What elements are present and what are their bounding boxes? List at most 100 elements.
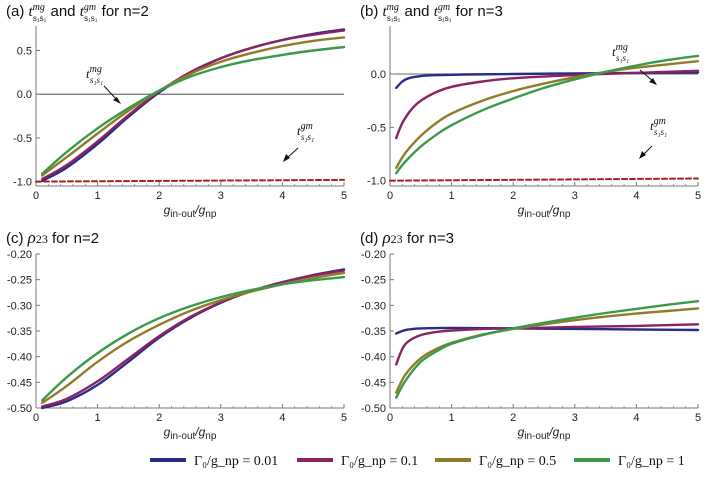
panel-c-series-g1 [41, 275, 346, 402]
panel-a-title-prefix: (a) [6, 3, 29, 20]
panel-a-plot: 0 1 2 3 4 5 -1.0 -0.5 0.0 0.5 gin-out/gnp [13, 26, 347, 220]
panel-d-series-g1 [395, 300, 700, 399]
panel-d-xtick-label: 3 [572, 412, 578, 424]
panel-a-title-suffix: for n=2 [98, 3, 149, 20]
panel-b-ytick-label: 0.0 [371, 69, 386, 81]
panel-b-ann-tgm-t: t [650, 118, 654, 133]
panel-a-title: (a) tmg s₁s₁ and tgm s₁s₁ for n=2 [6, 2, 149, 23]
panel-d-title-prefix: (d) [360, 230, 383, 247]
legend-label-g01: Γ₀/g_np = 0.1 [341, 454, 418, 469]
panel-b-ytick-label: -1.0 [367, 176, 386, 188]
panel-a-xtick-label: 3 [218, 190, 224, 202]
legend-label-g05: Γ₀/g_np = 0.5 [479, 454, 556, 469]
panel-d-xtick-label: 1 [449, 412, 455, 424]
panel-d-ytick-label: -0.20 [361, 249, 386, 261]
panel-c-xlabel: gin-out/gnp [164, 425, 217, 442]
panel-a-ytick-label: -1.0 [13, 177, 32, 189]
panel-a-annotation-tgm-label: tgm s₁s₁ [297, 121, 314, 142]
panel-a-ytick-label: -0.5 [13, 133, 32, 145]
panel-b-annotation-tgm-label: tgm s₁s₁ [650, 116, 667, 137]
panel-c-xtick-label: 3 [218, 412, 224, 424]
panel-b-annotation-tgm: tgm s₁s₁ [639, 116, 667, 159]
panel-b-ytick-label: -0.5 [367, 122, 386, 134]
panel-a-ytick-label: 0.0 [17, 89, 32, 101]
legend-item-g001: Γ₀/g_np = 0.01 [150, 454, 278, 469]
panel-c-title: (c) ρ23 for n=2 [6, 228, 99, 247]
panel-b-series-tgm [389, 177, 699, 182]
panel-d-ytick-label: -0.30 [361, 300, 386, 312]
panel-b-title-t1: t [383, 4, 388, 20]
panel-d-xtick-label: 0 [387, 412, 393, 424]
panel-c-series-g01 [41, 269, 346, 408]
panel-b-plot: 0 1 2 3 4 5 -1.0 -0.5 0.0 gin-out/gnp [367, 26, 701, 220]
panel-c-ytick-label: -0.25 [7, 275, 32, 287]
panel-b-annotation-tmg-label: tmg s₁s₁ [612, 42, 629, 63]
panel-b-ann-tgm-sub: s₁s₁ [654, 127, 667, 137]
panel-d-series-g05 [395, 307, 700, 394]
panel-c-ytick-label: -0.40 [7, 352, 32, 364]
panel-a-xtick-label: 0 [33, 190, 39, 202]
panel-a-annotation-tmg-arrowhead [113, 97, 121, 104]
panel-a-ann-tmg-sub: s₁s₁ [90, 75, 103, 85]
panel-b-title-and: and [400, 3, 433, 20]
panel-d-ytick-label: -0.25 [361, 275, 386, 287]
panel-b-xtick-label: 4 [633, 190, 639, 202]
panel-d-xtick-label: 5 [695, 412, 701, 424]
panel-b-title-sub1: s₁s₁ [387, 14, 401, 23]
panel-c-xtick-label: 2 [156, 412, 162, 424]
panel-b-title-t2: t [434, 4, 439, 20]
panel-d-xtick-label: 4 [633, 412, 639, 424]
panel-c-ytick-label: -0.20 [7, 249, 32, 261]
legend-item-g01: Γ₀/g_np = 0.1 [297, 454, 418, 469]
panel-a-series-g05 [41, 36, 346, 177]
panel-b-series-g1 [395, 54, 700, 175]
panel-d-series-g01 [395, 323, 700, 366]
legend-item-g1: Γ₀/g_np = 1 [574, 454, 685, 469]
panel-b-xtick-label: 1 [449, 190, 455, 202]
panel-a-annotation-tmg: tmg s₁s₁ [86, 64, 121, 104]
panel-b-xlabel: gin-out/gnp [518, 203, 571, 220]
panel-c-series-g05 [41, 271, 346, 405]
panel-a-ann-tgm-sup: gm [301, 121, 313, 132]
panel-d-title-rho: ρ [382, 228, 391, 247]
panel-b-annotation-tmg-arrowhead [649, 78, 657, 85]
panel-a-ann-tmg-t: t [86, 66, 90, 81]
panel-b-ann-tmg-sub: s₁s₁ [616, 53, 629, 63]
panel-d-plot: 0 1 2 3 4 5 -0.50 -0.45 -0.40 -0.35 -0.30 -0.25 -0.2… [361, 249, 701, 442]
panel-b-xtick-label: 0 [387, 190, 393, 202]
legend: Γ₀/g_np = 0.01 Γ₀/g_np = 0.1 Γ₀/g_np = 0… [150, 454, 685, 469]
panel-a-series-g1 [41, 45, 346, 175]
panel-d-ytick-label: -0.45 [361, 377, 386, 389]
panel-b-ann-tmg-t: t [612, 44, 616, 59]
panel-a-series-tgm [35, 178, 345, 183]
panel-c-ytick-label: -0.30 [7, 300, 32, 312]
panel-b-ann-tgm-sup: gm [654, 116, 666, 127]
panel-a-series-g01 [41, 29, 346, 181]
panel-d-title: (d) ρ23 for n=3 [360, 228, 454, 247]
panel-d-xtick-label: 2 [510, 412, 516, 424]
panel-b-title-prefix: (b) [360, 3, 383, 20]
panel-a-title-t1: t [29, 4, 34, 20]
panel-b-xtick-label: 3 [572, 190, 578, 202]
panel-a-ann-tmg-sup: mg [90, 64, 102, 75]
panel-c-ytick-label: -0.45 [7, 377, 32, 389]
panel-c-plot: 0 1 2 3 4 5 -0.50 -0.45 -0.40 -0.35 -0.30 -0.25 -0.2… [7, 249, 347, 442]
panel-b-title: (b) tmg s₁s₁ and tgm s₁s₁ for n=3 [360, 2, 503, 23]
panel-a-title-and: and [46, 3, 79, 20]
panel-a-ann-tgm-t: t [297, 123, 301, 138]
panel-d-title-suffix: for n=3 [403, 230, 454, 247]
panel-a-annotation-tgm-arrowhead [283, 154, 290, 162]
panel-a-ann-tgm-sub: s₁s₁ [301, 132, 314, 142]
panel-a-title-sub2: s₁s₁ [84, 14, 98, 23]
panel-a-annotation-tgm: tgm s₁s₁ [283, 121, 314, 162]
panel-b-title-gm: gm [438, 2, 450, 13]
panel-b-xtick-label: 2 [510, 190, 516, 202]
panel-c-title-rho: ρ [27, 228, 36, 247]
panel-c-xtick-label: 1 [95, 412, 101, 424]
legend-item-g05: Γ₀/g_np = 0.5 [435, 454, 556, 469]
panel-c-ytick-label: -0.35 [7, 326, 32, 338]
panel-d-ytick-label: -0.50 [361, 403, 386, 415]
panel-b-annotation-tgm-arrowhead [639, 151, 646, 159]
panel-a-title-sub1: s₁s₁ [33, 14, 47, 23]
